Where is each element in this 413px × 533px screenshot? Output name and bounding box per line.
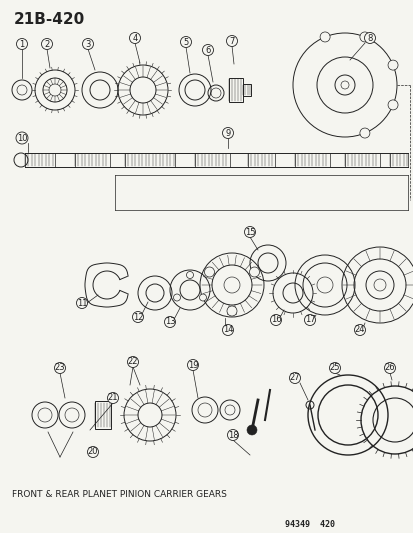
Circle shape <box>270 314 281 326</box>
Circle shape <box>222 325 233 335</box>
Circle shape <box>55 362 65 374</box>
Text: 4: 4 <box>132 34 137 43</box>
Circle shape <box>289 373 300 384</box>
Circle shape <box>384 362 394 374</box>
Circle shape <box>227 430 238 440</box>
Bar <box>242 84 250 96</box>
Text: 5: 5 <box>183 37 188 46</box>
Circle shape <box>202 44 213 55</box>
Text: 19: 19 <box>188 360 198 369</box>
Circle shape <box>107 392 118 403</box>
Text: 22: 22 <box>128 358 138 367</box>
Text: 16: 16 <box>270 316 280 325</box>
Text: 17: 17 <box>304 316 315 325</box>
Text: 12: 12 <box>133 312 143 321</box>
Circle shape <box>164 317 175 327</box>
Circle shape <box>16 132 28 144</box>
Circle shape <box>187 359 198 370</box>
Bar <box>228 78 242 102</box>
Circle shape <box>387 100 397 110</box>
Text: 2: 2 <box>44 39 50 49</box>
Circle shape <box>226 306 236 316</box>
Text: 3: 3 <box>85 39 90 49</box>
Circle shape <box>247 425 256 435</box>
Text: 21B-420: 21B-420 <box>14 12 85 27</box>
Text: 8: 8 <box>366 34 372 43</box>
Text: 26: 26 <box>384 364 394 373</box>
Text: 27: 27 <box>289 374 299 383</box>
Bar <box>95 401 111 429</box>
Text: FRONT & REAR PLANET PINION CARRIER GEARS: FRONT & REAR PLANET PINION CARRIER GEARS <box>12 490 226 499</box>
Circle shape <box>173 294 180 301</box>
Text: 10: 10 <box>17 133 27 142</box>
Circle shape <box>17 38 27 50</box>
Circle shape <box>82 38 93 50</box>
Circle shape <box>319 32 329 42</box>
Circle shape <box>87 447 98 457</box>
Text: 14: 14 <box>222 326 233 335</box>
Text: 9: 9 <box>225 128 230 138</box>
Text: 25: 25 <box>329 364 339 373</box>
Text: 94349  420: 94349 420 <box>284 520 334 529</box>
Text: 20: 20 <box>88 448 98 456</box>
Circle shape <box>226 36 237 46</box>
Text: 1: 1 <box>19 39 24 49</box>
Circle shape <box>186 271 193 279</box>
Text: 21: 21 <box>107 393 118 402</box>
Circle shape <box>359 32 369 42</box>
Circle shape <box>199 294 206 301</box>
Text: 11: 11 <box>76 298 87 308</box>
Circle shape <box>76 297 87 309</box>
Circle shape <box>204 267 214 277</box>
Circle shape <box>244 227 255 238</box>
Circle shape <box>132 311 143 322</box>
Text: 15: 15 <box>244 228 255 237</box>
Circle shape <box>359 128 369 138</box>
Circle shape <box>127 357 138 367</box>
Text: 13: 13 <box>164 318 175 327</box>
Circle shape <box>249 267 259 277</box>
Text: 24: 24 <box>354 326 364 335</box>
Circle shape <box>354 325 365 335</box>
Circle shape <box>129 33 140 44</box>
Text: 7: 7 <box>229 36 234 45</box>
Circle shape <box>222 127 233 139</box>
Text: 18: 18 <box>227 431 238 440</box>
Circle shape <box>387 60 397 70</box>
Circle shape <box>180 36 191 47</box>
Circle shape <box>363 33 375 44</box>
Circle shape <box>329 362 339 374</box>
Circle shape <box>304 314 315 326</box>
Text: 6: 6 <box>205 45 210 54</box>
Text: 23: 23 <box>55 364 65 373</box>
Circle shape <box>41 38 52 50</box>
